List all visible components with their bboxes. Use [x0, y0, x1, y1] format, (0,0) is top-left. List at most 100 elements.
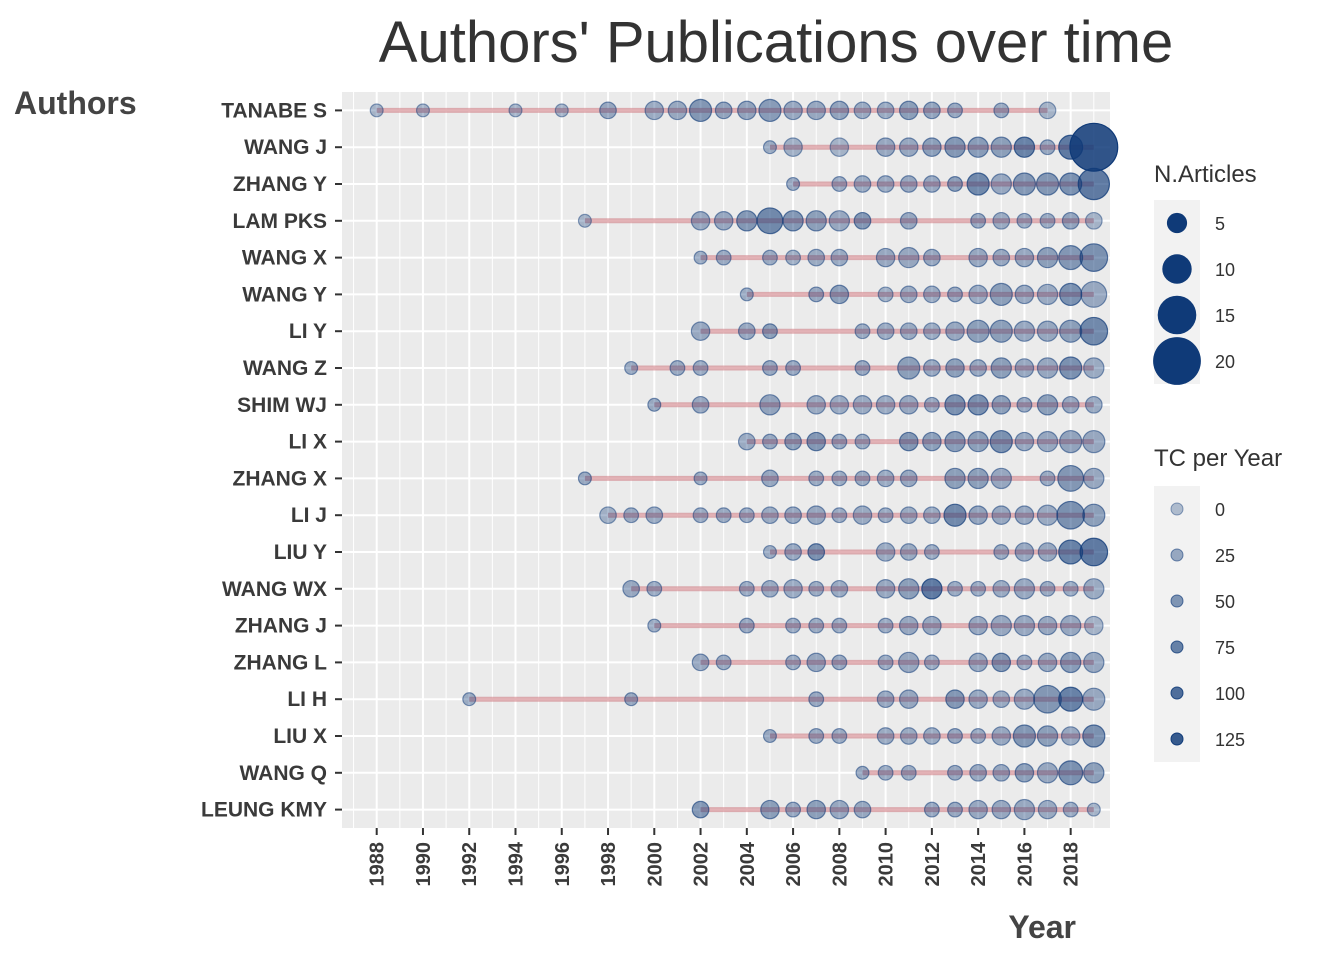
data-point [990, 467, 1012, 490]
data-point [831, 176, 848, 192]
data-point [738, 617, 755, 634]
data-point [854, 470, 871, 487]
data-point [1016, 396, 1033, 413]
data-point [739, 287, 754, 302]
x-tick-label: 1992 [459, 842, 481, 887]
tc-legend-label: 50 [1215, 592, 1235, 612]
chart-title: Authors' Publications over time [379, 10, 1173, 75]
data-point [760, 799, 780, 820]
data-point [1059, 614, 1082, 637]
size-legend-key [1162, 254, 1192, 284]
data-point [897, 356, 921, 380]
data-point [1036, 320, 1059, 342]
data-point [969, 763, 988, 782]
data-point [990, 136, 1012, 158]
tc-legend: TC per Year 0 25 50 75 100 125 [1154, 445, 1282, 762]
data-point [761, 506, 779, 525]
data-point [1037, 652, 1058, 673]
data-point [622, 579, 641, 598]
data-point [784, 543, 802, 561]
data-point [1036, 725, 1059, 747]
data-point [806, 100, 826, 121]
data-point [922, 615, 942, 636]
size-legend: N.Articles 5 10 15 20 [1153, 161, 1257, 385]
data-point [1058, 686, 1084, 712]
data-point [829, 284, 850, 305]
data-point [992, 690, 1011, 709]
data-point [1059, 651, 1082, 674]
data-point [944, 467, 966, 490]
data-point [989, 282, 1013, 307]
data-point [1083, 762, 1105, 784]
data-point [969, 359, 988, 377]
data-point [736, 210, 758, 232]
data-point [808, 580, 825, 597]
data-point [647, 618, 662, 633]
data-point [992, 763, 1011, 782]
data-point [899, 469, 918, 488]
data-point [968, 284, 988, 305]
data-point [762, 249, 778, 266]
data-point [947, 580, 963, 597]
data-point [1059, 282, 1083, 307]
data-point [923, 359, 941, 377]
x-tick-label: 2002 [691, 842, 713, 887]
data-point [1037, 799, 1058, 820]
data-point [922, 137, 942, 157]
y-tick-label: SHIM WJ [237, 394, 327, 417]
data-point [854, 433, 871, 450]
data-point [829, 395, 850, 415]
y-tick-label: LI J [291, 504, 327, 527]
data-point [806, 505, 826, 525]
data-point [990, 173, 1012, 195]
data-point [923, 654, 940, 671]
data-point [808, 470, 825, 487]
y-tick-label: LI X [288, 431, 327, 454]
data-point [898, 137, 919, 157]
data-point [1084, 395, 1103, 414]
data-point [947, 102, 963, 119]
data-point [783, 137, 803, 157]
data-point [462, 692, 477, 707]
data-point [968, 247, 988, 268]
size-legend-label: 10 [1215, 260, 1235, 280]
x-tick-label: 1994 [505, 841, 527, 886]
data-point [1079, 537, 1109, 567]
data-point [876, 727, 895, 745]
data-point [805, 210, 827, 232]
data-point [1016, 654, 1033, 671]
data-point [1014, 284, 1035, 305]
data-point [1014, 763, 1035, 783]
data-point [688, 98, 713, 123]
data-point [646, 580, 663, 597]
data-point [875, 579, 896, 599]
tc-legend-label: 0 [1215, 500, 1225, 520]
data-point [599, 101, 617, 120]
data-point [1039, 580, 1056, 597]
data-point [829, 799, 850, 820]
data-point [761, 579, 779, 598]
data-point [831, 470, 848, 487]
data-point [943, 503, 967, 527]
data-point [853, 211, 872, 230]
data-point [1037, 615, 1058, 636]
data-point [737, 322, 756, 341]
data-point [1082, 687, 1106, 711]
x-axis: 1988 1990 1992 1994 1996 1998 2000 2002 2004 2006… [367, 828, 1083, 887]
data-point [898, 578, 920, 600]
data-point [877, 507, 894, 524]
data-point [898, 246, 920, 269]
data-point [900, 764, 917, 781]
data-point [1057, 464, 1085, 492]
data-point [691, 395, 710, 414]
size-legend-label: 15 [1215, 306, 1235, 326]
data-point [899, 506, 918, 525]
y-tick-label: ZHANG L [234, 651, 327, 674]
data-point [785, 249, 802, 266]
tc-legend-label: 125 [1215, 730, 1245, 750]
tc-legend-label: 75 [1215, 638, 1235, 658]
data-point [1013, 614, 1036, 637]
data-point [1036, 504, 1059, 526]
data-point [989, 319, 1013, 343]
data-point [1036, 357, 1059, 379]
